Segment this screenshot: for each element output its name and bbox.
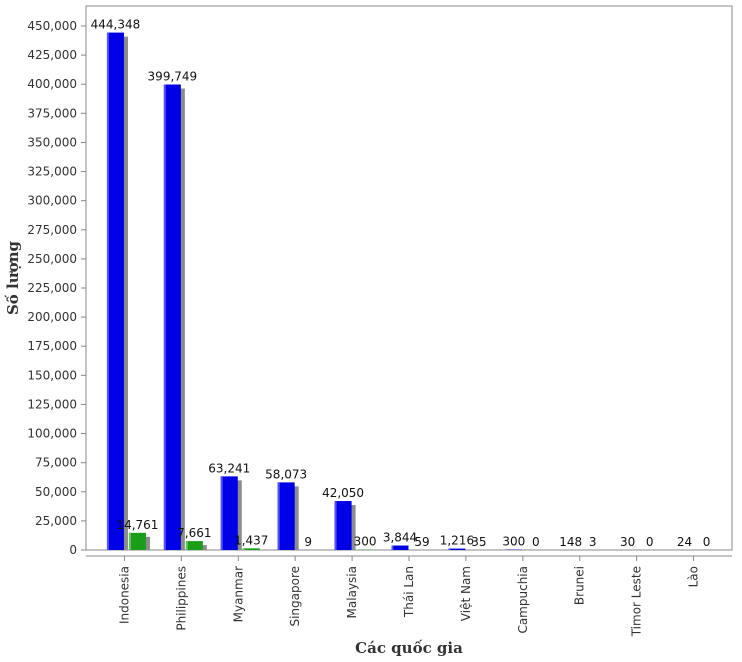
y-tick-label: 0 bbox=[69, 543, 77, 557]
data-label: 300 bbox=[502, 535, 525, 549]
bar-series-1 bbox=[277, 482, 295, 550]
data-label: 35 bbox=[471, 535, 486, 549]
data-label: 3,844 bbox=[383, 531, 417, 545]
data-label: 42,050 bbox=[322, 486, 364, 500]
data-label: 0 bbox=[703, 535, 711, 549]
bar-series-1 bbox=[220, 476, 238, 550]
bar-highlight bbox=[163, 84, 166, 550]
data-label: 300 bbox=[354, 535, 377, 549]
x-tick-label: Myanmar bbox=[231, 566, 245, 622]
data-label: 9 bbox=[304, 535, 312, 549]
data-label: 3 bbox=[589, 535, 597, 549]
bar-series-1 bbox=[163, 84, 181, 550]
bar-series-2 bbox=[128, 532, 146, 550]
x-tick-label: Brunei bbox=[573, 566, 587, 605]
bar-highlight bbox=[448, 548, 451, 550]
data-label: 58,073 bbox=[265, 467, 307, 481]
data-label: 444,348 bbox=[91, 18, 141, 32]
bar-highlight bbox=[185, 541, 188, 550]
bar-highlight bbox=[334, 501, 337, 550]
y-tick-label: 200,000 bbox=[27, 310, 77, 324]
data-label: 1,216 bbox=[440, 534, 474, 548]
y-axis-title: Số lượng bbox=[4, 240, 22, 315]
y-tick-label: 50,000 bbox=[35, 485, 77, 499]
y-tick-label: 375,000 bbox=[27, 106, 77, 120]
y-tick-label: 100,000 bbox=[27, 427, 77, 441]
data-label: 148 bbox=[559, 535, 582, 549]
y-axis: 0 25,000 50,000 75,000 100,000 125,000 150,000… bbox=[27, 19, 86, 557]
data-label: 59 bbox=[414, 535, 429, 549]
bar-highlight bbox=[128, 532, 131, 550]
bars: 444,348 14,761 399,749 7,661 63,241 1,437 58,0… bbox=[91, 18, 711, 551]
data-label: 63,241 bbox=[208, 461, 250, 475]
bar-series-1 bbox=[448, 548, 466, 550]
y-tick-label: 25,000 bbox=[35, 514, 77, 528]
y-tick-label: 75,000 bbox=[35, 456, 77, 470]
bar-series-1 bbox=[391, 545, 409, 550]
data-label: 30 bbox=[620, 535, 635, 549]
data-label: 399,749 bbox=[148, 70, 198, 84]
x-tick-label: Việt Nam bbox=[459, 566, 473, 621]
x-tick-label: Malaysia bbox=[345, 566, 359, 618]
x-tick-label: Philippines bbox=[174, 566, 188, 631]
x-tick-label: Campuchia bbox=[516, 566, 530, 634]
bar-series-2 bbox=[242, 548, 260, 550]
data-label: 24 bbox=[677, 535, 692, 549]
x-tick-label: Lào bbox=[687, 566, 701, 587]
x-tick-label: Thái Lan bbox=[402, 566, 416, 618]
bar-highlight bbox=[220, 476, 223, 550]
bar-series-2 bbox=[185, 541, 203, 550]
bar-highlight bbox=[106, 32, 109, 551]
data-label: 0 bbox=[532, 535, 540, 549]
y-tick-label: 275,000 bbox=[27, 223, 77, 237]
x-tick-label: Timor Leste bbox=[630, 566, 644, 637]
bar-highlight bbox=[277, 482, 280, 550]
data-label: 0 bbox=[646, 535, 654, 549]
y-tick-label: 325,000 bbox=[27, 165, 77, 179]
y-tick-label: 225,000 bbox=[27, 281, 77, 295]
y-tick-label: 150,000 bbox=[27, 368, 77, 382]
y-tick-label: 250,000 bbox=[27, 252, 77, 266]
data-label: 14,761 bbox=[116, 518, 158, 532]
data-label: 1,437 bbox=[234, 533, 268, 547]
x-tick-label: Indonesia bbox=[117, 566, 131, 624]
bar-highlight bbox=[391, 545, 394, 550]
bar-series-1 bbox=[334, 501, 352, 550]
bar-highlight bbox=[242, 548, 245, 550]
y-tick-label: 350,000 bbox=[27, 135, 77, 149]
plot-area bbox=[85, 5, 733, 551]
x-axis-title: Các quốc gia bbox=[355, 639, 463, 657]
x-tick-label: Singapore bbox=[288, 566, 302, 627]
y-tick-label: 125,000 bbox=[27, 397, 77, 411]
y-tick-label: 400,000 bbox=[27, 77, 77, 91]
y-tick-label: 300,000 bbox=[27, 194, 77, 208]
x-axis: Indonesia Philippines Myanmar Singapore Mala… bbox=[117, 556, 701, 637]
data-label: 7,661 bbox=[177, 526, 211, 540]
y-tick-label: 425,000 bbox=[27, 48, 77, 62]
y-tick-label: 175,000 bbox=[27, 339, 77, 353]
y-tick-label: 450,000 bbox=[27, 19, 77, 33]
bar-series-1 bbox=[106, 32, 124, 551]
